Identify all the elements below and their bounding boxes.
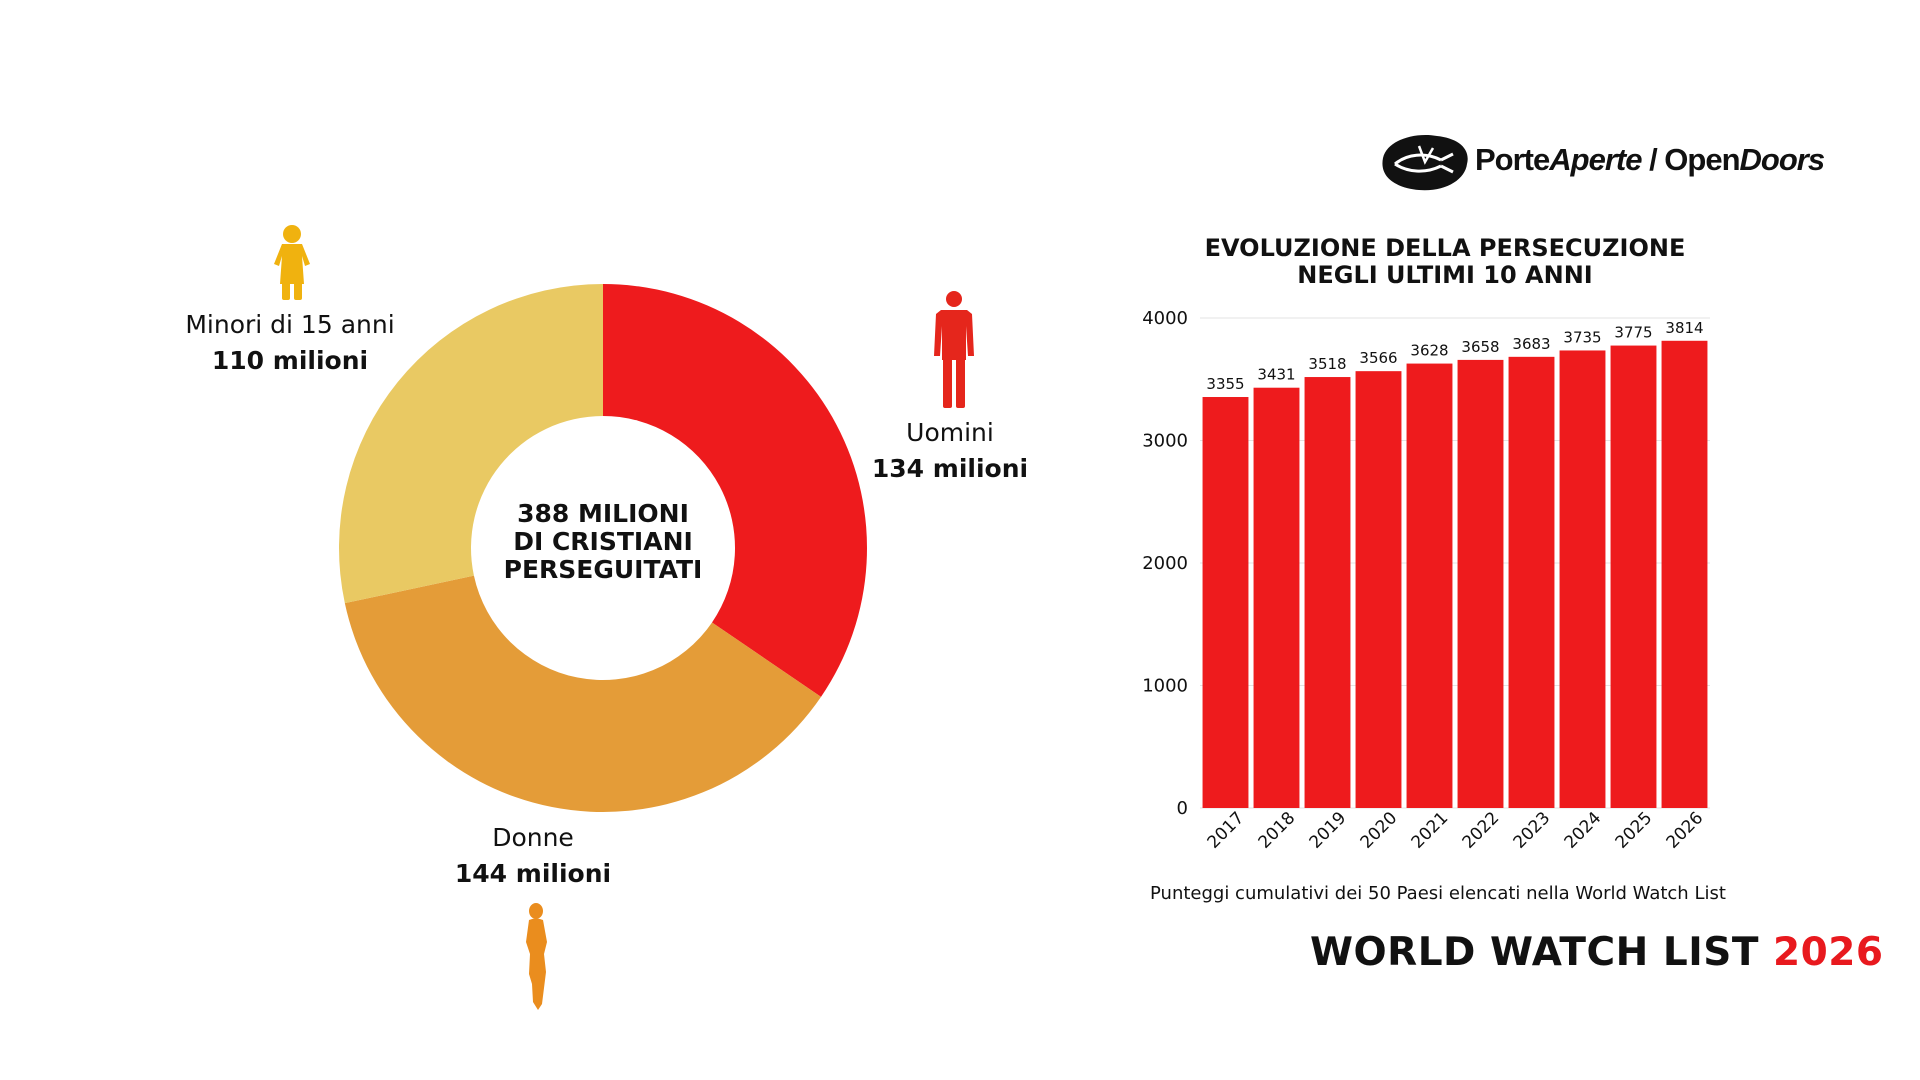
x-tick-label: 2017 — [1204, 808, 1249, 853]
bar-2026 — [1661, 340, 1708, 808]
x-tick-label: 2025 — [1612, 808, 1657, 853]
y-tick-label: 0 — [1177, 798, 1188, 819]
bar-2023 — [1508, 356, 1555, 808]
bar-value-label: 3628 — [1410, 342, 1448, 360]
bar-2018 — [1253, 387, 1300, 808]
child-icon — [274, 225, 310, 300]
donut-slice-0 — [603, 284, 868, 697]
segment-value: 134 milioni — [871, 454, 1029, 483]
wwl-text: WORLD WATCH LIST — [1310, 930, 1773, 975]
segment-name: Minori di 15 anni — [185, 310, 395, 339]
bar-value-label: 3566 — [1359, 349, 1397, 367]
x-tick-label: 2019 — [1306, 808, 1351, 853]
world-watch-list-title: WORLD WATCH LIST 2026 — [1310, 930, 1884, 975]
x-tick-label: 2024 — [1561, 808, 1606, 853]
bar-value-label: 3775 — [1614, 324, 1652, 342]
bar-value-label: 3814 — [1665, 319, 1703, 337]
y-tick-label: 3000 — [1142, 431, 1188, 452]
bar-2025 — [1610, 345, 1657, 808]
woman-icon — [526, 903, 547, 1010]
bar-chart: 0 1000 2000 3000 4000 3355 2017 3431 2018 3518 201… — [1142, 308, 1710, 853]
fish-logo-icon — [1382, 134, 1468, 191]
segment-name: Donne — [492, 823, 574, 852]
x-tick-label: 2020 — [1357, 808, 1402, 853]
bar-2021 — [1406, 363, 1453, 808]
bar-value-label: 3431 — [1257, 366, 1295, 384]
man-icon — [934, 291, 974, 408]
open-doors-logo — [1375, 128, 1815, 198]
bar-2017 — [1202, 397, 1249, 808]
bar-value-label: 3683 — [1512, 335, 1550, 353]
bar-2024 — [1559, 350, 1606, 808]
logo-text: PorteAperte / OpenDoors — [1475, 142, 1825, 177]
y-tick-label: 4000 — [1142, 308, 1188, 329]
wwl-year: 2026 — [1773, 930, 1884, 975]
x-tick-label: 2022 — [1459, 808, 1504, 853]
segment-value: 144 milioni — [454, 859, 612, 888]
bar-2020 — [1355, 371, 1402, 808]
x-tick-label: 2021 — [1408, 808, 1453, 853]
bar-chart-title: EVOLUZIONE DELLA PERSECUZIONE NEGLI ULTI… — [1204, 234, 1686, 289]
bar-value-label: 3658 — [1461, 338, 1499, 356]
bar-value-label: 3355 — [1206, 375, 1244, 393]
y-tick-label: 1000 — [1142, 676, 1188, 697]
donut-center-label: 388 MILIONI DI CRISTIANI PERSEGUITATI — [503, 499, 703, 584]
chart-footnote: Punteggi cumulativi dei 50 Paesi elencat… — [1150, 883, 1726, 904]
segment-label-minori: Minori di 15 anni 110 milioni — [170, 307, 410, 379]
segment-value: 110 milioni — [211, 346, 369, 375]
x-tick-label: 2026 — [1663, 808, 1708, 853]
bar-2022 — [1457, 359, 1504, 808]
donut-slice-2 — [338, 284, 603, 604]
y-tick-label: 2000 — [1142, 553, 1188, 574]
bar-value-label: 3735 — [1563, 328, 1601, 346]
donut-slice-1 — [344, 575, 822, 812]
x-tick-label: 2023 — [1510, 808, 1555, 853]
segment-label-uomini: Uomini 134 milioni — [850, 415, 1050, 487]
x-tick-label: 2018 — [1255, 808, 1300, 853]
segment-name: Uomini — [906, 418, 994, 447]
bar-value-label: 3518 — [1308, 355, 1346, 373]
donut-chart — [338, 284, 868, 812]
segment-label-donne: Donne 144 milioni — [433, 820, 633, 892]
bar-2019 — [1304, 377, 1351, 808]
